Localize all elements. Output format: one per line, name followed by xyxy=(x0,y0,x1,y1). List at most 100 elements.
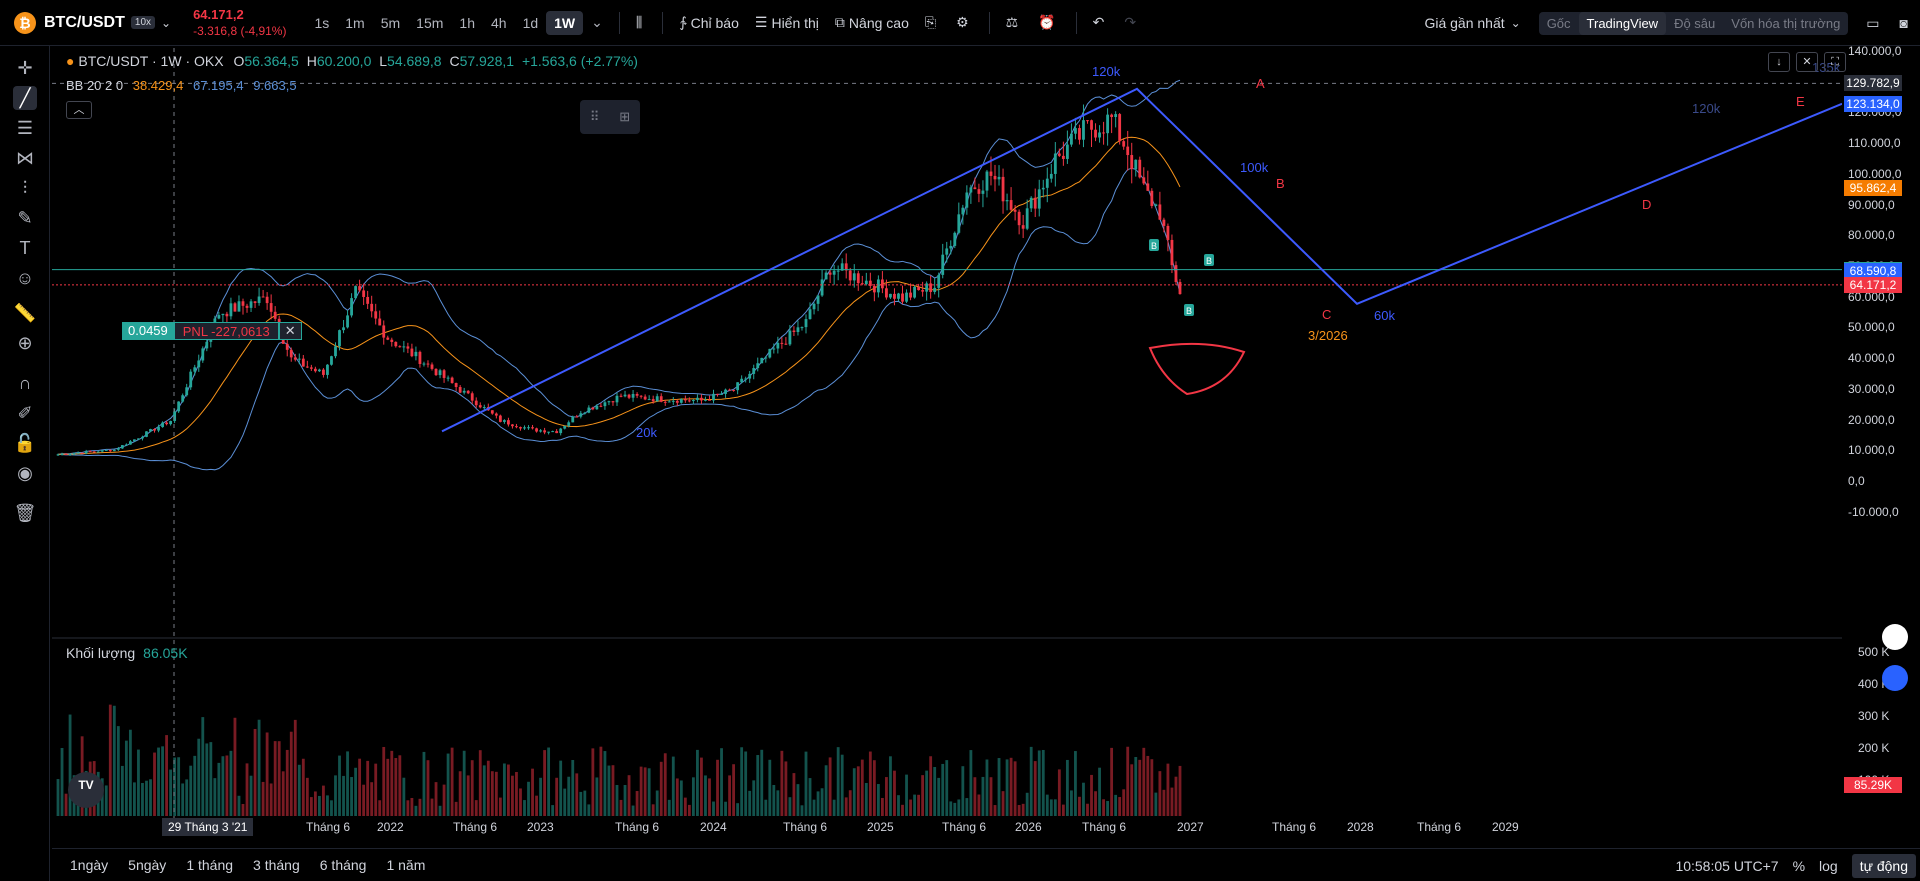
tab-market-cap[interactable]: Vốn hóa thị trường xyxy=(1731,15,1841,31)
template-button[interactable]: ⎘ xyxy=(917,14,948,31)
percent-toggle[interactable]: % xyxy=(1792,857,1806,874)
redo-button[interactable]: ↷ xyxy=(1116,14,1148,31)
candle-type-button[interactable]: ⫼ xyxy=(628,14,654,31)
candle-body xyxy=(655,396,659,402)
bb-basis: 38.429,4 xyxy=(132,78,184,93)
expand-icon[interactable]: ⛶ xyxy=(1824,52,1846,72)
undo-button[interactable]: ↶ xyxy=(1085,14,1117,31)
tab-depth[interactable]: Độ sâu xyxy=(1674,15,1716,31)
price-label: 0,0 xyxy=(1848,474,1865,488)
price-label: 140.000,0 xyxy=(1848,44,1902,58)
volume-bar xyxy=(1098,767,1101,816)
tab-tradingview[interactable]: TradingView xyxy=(1578,11,1667,35)
range-1m[interactable]: 1 tháng xyxy=(186,857,234,873)
range-1y[interactable]: 1 năm xyxy=(386,857,426,873)
volume-bar xyxy=(1033,761,1037,816)
crosshair-icon[interactable]: ✛ xyxy=(17,58,33,78)
candle-body xyxy=(502,420,506,422)
range-1d[interactable]: 1ngày xyxy=(70,857,109,873)
advanced-button[interactable]: ⧉ Nâng cao xyxy=(834,14,909,31)
add-icon[interactable]: ⊞ xyxy=(619,109,631,124)
compare-button[interactable]: ⚖ xyxy=(998,14,1031,31)
volume-bar xyxy=(909,799,912,816)
collapse-legend-button[interactable]: ︿ xyxy=(66,101,92,119)
ruler-icon[interactable]: 📏 xyxy=(13,303,37,323)
trendline-icon[interactable]: ╱ xyxy=(13,86,37,110)
volume-bar xyxy=(285,749,289,816)
tf-15m[interactable]: 15m xyxy=(416,14,444,31)
volume-bar xyxy=(864,782,868,816)
tf-5m[interactable]: 5m xyxy=(380,14,401,31)
candle-body xyxy=(1086,120,1089,122)
tf-1s[interactable]: 1s xyxy=(314,14,330,31)
volume-bar xyxy=(490,771,494,816)
candle-body xyxy=(599,405,603,407)
chevron-down-icon[interactable]: ⌄ xyxy=(591,14,603,30)
close-position-button[interactable]: ✕ xyxy=(278,322,302,340)
candle-body xyxy=(700,397,703,401)
price-tag-crosshair: 129.782,9 xyxy=(1844,75,1902,92)
zoom-icon[interactable]: ⊕ xyxy=(17,333,33,353)
range-3m[interactable]: 3 tháng xyxy=(253,857,300,873)
price-axis[interactable]: 140.000,0130.000,0120.000,0110.000,0100.… xyxy=(1842,44,1920,648)
divider xyxy=(1075,11,1077,34)
drag-handle-icon[interactable]: ⠿ xyxy=(589,109,600,124)
assistant-icon[interactable] xyxy=(1882,665,1908,691)
magnet-icon[interactable]: ∩ xyxy=(18,373,32,393)
tf-4h[interactable]: 4h xyxy=(490,14,507,31)
tf-1m[interactable]: 1m xyxy=(345,14,365,31)
fib-icon[interactable]: ☰ xyxy=(16,118,34,138)
settings-button[interactable]: ⚙ xyxy=(948,14,981,31)
tab-original[interactable]: Gốc xyxy=(1546,15,1571,31)
divider xyxy=(618,11,620,34)
eye-icon[interactable]: ◉ xyxy=(17,463,33,483)
candle-body xyxy=(265,296,269,304)
display-button[interactable]: ☰ Hiển thị xyxy=(754,14,819,31)
log-toggle[interactable]: log xyxy=(1819,857,1838,874)
price-change: -3.316,8 (-4,91%) xyxy=(193,23,287,38)
volume-bar xyxy=(422,751,426,816)
scroll-down-icon[interactable]: ↓ xyxy=(1768,52,1790,72)
position-line-label[interactable]: 0.0459 PNL -227,0613 ✕ xyxy=(122,322,302,340)
volume-bar xyxy=(659,761,663,816)
range-6m[interactable]: 6 tháng xyxy=(319,857,367,873)
projection-icon[interactable]: ⫶ xyxy=(22,178,28,198)
pencil-lock-icon[interactable]: ✐ xyxy=(17,403,33,423)
tradingview-logo-icon[interactable]: TV xyxy=(68,772,104,808)
candle-body xyxy=(145,431,148,437)
price-source-select[interactable]: Giá gần nhất ⌄ xyxy=(1424,15,1521,31)
range-5d[interactable]: 5ngày xyxy=(128,857,167,873)
tf-1d[interactable]: 1d xyxy=(522,14,539,31)
candle-body xyxy=(1130,155,1134,170)
text-icon[interactable]: T xyxy=(19,238,31,258)
candle-body xyxy=(1041,187,1045,190)
emoji-icon[interactable]: ☺ xyxy=(15,268,35,288)
alert-button[interactable]: ⏰ xyxy=(1030,14,1067,31)
volume-bar xyxy=(281,771,285,816)
fullscreen-button[interactable]: ▭ xyxy=(1858,15,1891,32)
annotation-E: E xyxy=(1796,94,1805,109)
candle-body xyxy=(1053,153,1057,174)
candle-body xyxy=(1009,200,1013,210)
apps-icon[interactable] xyxy=(1882,624,1908,650)
trash-icon[interactable]: 🗑 xyxy=(13,503,37,523)
lock-icon[interactable]: 🔓 xyxy=(13,433,37,453)
volume-bar xyxy=(1094,791,1097,816)
volume-bar xyxy=(334,775,337,816)
brush-icon[interactable]: ✎ xyxy=(17,208,33,228)
screenshot-button[interactable]: ◙ xyxy=(1892,15,1920,31)
pattern-icon[interactable]: ⋈ xyxy=(16,148,34,168)
volume-bar xyxy=(169,769,173,816)
tf-1h[interactable]: 1h xyxy=(459,14,475,31)
volume-bar xyxy=(442,784,446,816)
symbol-selector[interactable]: ₿ BTC/USDT 10x ⌄ xyxy=(0,0,171,46)
volume-bar xyxy=(317,795,321,816)
close-icon[interactable]: ✕ xyxy=(1796,52,1818,72)
indicators-button[interactable]: ∱ Chỉ báo xyxy=(679,14,739,31)
floating-drawing-toolbar[interactable]: ⠿ ⊞ xyxy=(580,100,640,134)
auto-toggle[interactable]: tự động xyxy=(1851,853,1916,878)
tf-1w[interactable]: 1W xyxy=(546,10,584,35)
volume-bar xyxy=(237,795,241,816)
